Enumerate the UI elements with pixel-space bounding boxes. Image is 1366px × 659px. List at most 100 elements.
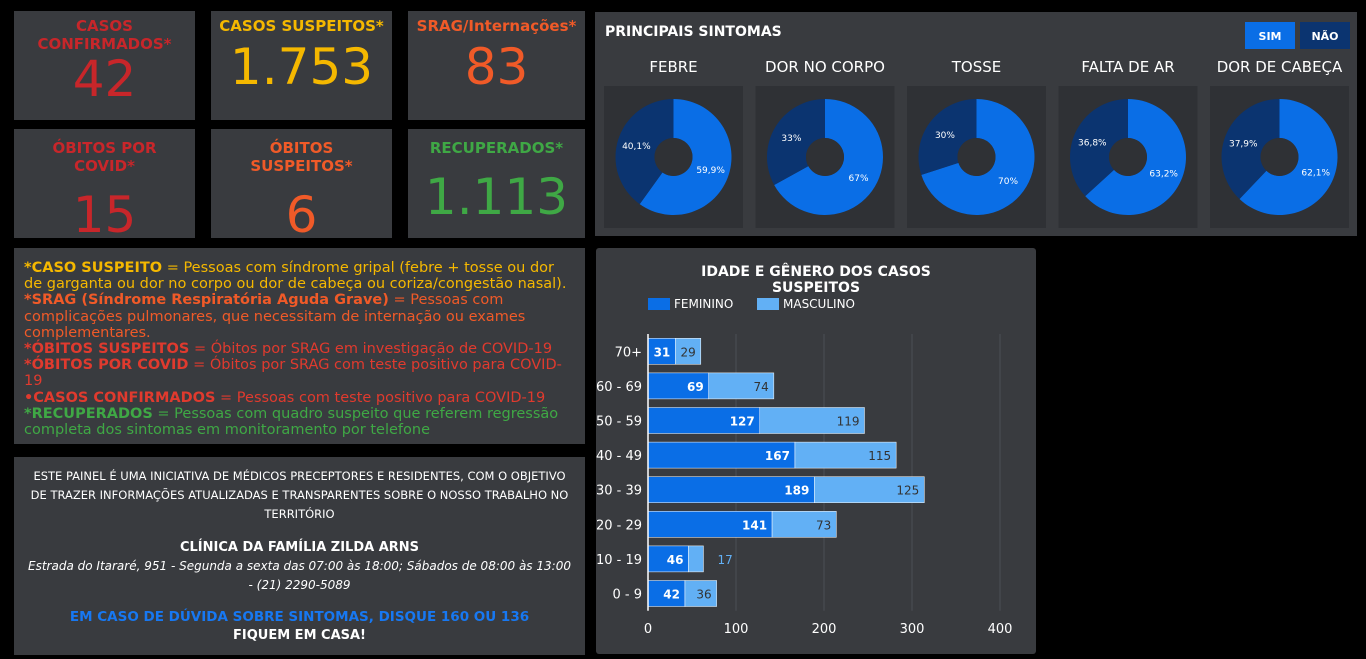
slice-label: 40,1% (622, 142, 651, 152)
closing: FIQUEM EM CASA! (233, 628, 366, 643)
kpi-value: 83 (464, 38, 529, 96)
legend-swatch (1300, 22, 1350, 49)
bar-value-label: 119 (837, 415, 860, 429)
kpi-card: ÓBITOS SUSPEITOS* 6 (211, 129, 392, 243)
slice-label: 33% (781, 134, 801, 144)
donut-hole (654, 138, 693, 176)
definition-text: = Pessoas com quadro suspeito que refere… (24, 405, 559, 439)
clinic-address: Estrada do Itararé, 951 - Segunda a sext… (28, 559, 571, 592)
bar (794, 441, 897, 469)
bar (708, 372, 775, 400)
legend-swatch (1245, 22, 1295, 49)
y-tick-label: 70+ (615, 345, 642, 360)
x-tick-label: 200 (812, 622, 837, 637)
donut-hole (1260, 138, 1299, 176)
bar-value-label: 29 (681, 345, 696, 359)
donut-slice (639, 99, 732, 216)
category-label: FEBRE (649, 58, 697, 76)
donut-slice (774, 99, 883, 216)
bar-value-label: 36 (696, 588, 711, 602)
definition-text: = Pessoas com teste positivo para COVID-… (220, 389, 546, 406)
legend-label: FEMININO (674, 297, 733, 311)
y-tick-label: 10 - 19 (596, 553, 642, 568)
legend-label: MASCULINO (783, 297, 855, 311)
donut-slice (1221, 99, 1280, 200)
y-tick-label: 40 - 49 (596, 449, 642, 464)
bar-value-label: 69 (687, 380, 704, 394)
clinic-name: CLÍNICA DA FAMÍLIA ZILDA ARNS (179, 540, 420, 555)
bar-value-label: 17 (717, 553, 732, 567)
definitions-panel: *CASO SUSPEITO = Pessoas com síndrome gr… (14, 248, 585, 444)
age-chart: FEMININO MASCULINO 0 100 200 300 400 70+ 31 29 60 … (596, 297, 1012, 637)
legend-swatch (757, 298, 779, 310)
symptoms-chart: PRINCIPAIS SINTOMAS SIM NÃO FEBRE 59,9% 40,1%… (604, 22, 1350, 228)
donut-hole (1109, 138, 1147, 176)
hotline: EM CASO DE DÚVIDA SOBRE SINTOMAS, DISQUE… (69, 609, 530, 625)
symptoms-panel: PRINCIPAIS SINTOMAS SIM NÃO FEBRE 59,9% 40,1%… (595, 12, 1357, 236)
bar-value-label: 115 (868, 449, 891, 463)
legend-button[interactable]: SIM (1245, 22, 1295, 49)
bar-value-label: 31 (654, 345, 671, 359)
kpi-label: CASOS SUSPEITOS* (219, 17, 384, 35)
slice-label: 37,9% (1229, 140, 1258, 150)
kpi-card: CASOS SUSPEITOS* 1.753 (211, 11, 392, 120)
y-tick-label: 0 - 9 (613, 588, 643, 603)
bar-value-label: 73 (816, 518, 831, 532)
category-label: DOR NO CORPO (765, 58, 885, 76)
slice-label: 62,1% (1301, 168, 1330, 178)
kpi-label: ÓBITOS POR COVID* (52, 139, 157, 175)
slice-label: 59,9% (696, 166, 725, 176)
bar-value-label: 46 (667, 553, 684, 567)
legend-label: NÃO (1311, 30, 1338, 43)
definition: *ÓBITOS SUSPEITOS = Óbitos por SRAG em i… (24, 341, 575, 357)
definition-term: *ÓBITOS POR COVID (24, 357, 189, 374)
bar-value-label: 141 (742, 518, 767, 532)
y-tick-label: 60 - 69 (596, 380, 642, 395)
legend-swatch (648, 298, 670, 310)
bar (647, 372, 709, 400)
kpi-card: ÓBITOS POR COVID* 15 (14, 129, 195, 243)
bar (647, 511, 773, 538)
x-tick-label: 100 (724, 622, 749, 637)
category-label: FALTA DE AR (1081, 58, 1174, 76)
bar (647, 338, 676, 365)
bar (675, 338, 702, 365)
slice-label: 67% (849, 174, 869, 184)
donut-slice (918, 99, 977, 175)
donut-slice (615, 99, 674, 205)
info-panel: ESTE PAINEL É UMA INICIATIVA DE MÉDICOS … (14, 457, 585, 655)
kpi-card: CASOS CONFIRMADOS* 42 (14, 11, 195, 120)
bar (771, 511, 837, 538)
bar-value-label: 125 (896, 484, 919, 498)
legend-button[interactable]: NÃO (1300, 22, 1350, 49)
donut-slice (767, 99, 825, 185)
definition-text: = Pessoas com síndrome gripal (febre + t… (24, 260, 567, 293)
age-panel: FEMININO MASCULINO 0 100 200 300 400 70+ 31 29 60 … (596, 248, 1036, 654)
slice-label: 70% (998, 177, 1018, 187)
legend-label: SIM (1259, 30, 1282, 43)
definition-term: *CASO SUSPEITO (24, 260, 163, 276)
y-tick-label: 20 - 29 (596, 518, 642, 533)
bar-value-label: 167 (765, 449, 790, 463)
kpi-value: 1.753 (229, 38, 374, 96)
donut-slice (1070, 99, 1128, 197)
info-text: ESTE PAINEL É UMA INICIATIVA DE MÉDICOS … (30, 469, 569, 521)
slice-label: 30% (935, 131, 955, 141)
kpi-value: 6 (285, 186, 318, 244)
bar (814, 476, 925, 503)
kpi-card: RECUPERADOS* 1.113 (408, 129, 585, 238)
bar (759, 407, 865, 434)
kpi-card: SRAG/Internações* 83 (408, 11, 585, 120)
donut-hole (806, 138, 844, 176)
definition-term: *SRAG (Síndrome Respiratória Aguda Grave… (24, 292, 389, 309)
definition: *ÓBITOS POR COVID = Óbitos por SRAG com … (24, 357, 575, 389)
definition-term: *RECUPERADOS (24, 405, 153, 422)
definition-text: = Pessoas com complicações pulmonares, q… (24, 292, 526, 341)
donut-slice (1085, 99, 1186, 215)
kpi-label: CASOS CONFIRMADOS* (37, 17, 172, 53)
bar (647, 407, 761, 434)
chart-title: PRINCIPAIS SINTOMAS (605, 24, 782, 40)
category-label: DOR DE CABEÇA (1217, 58, 1343, 76)
y-tick-label: 30 - 39 (596, 484, 642, 499)
